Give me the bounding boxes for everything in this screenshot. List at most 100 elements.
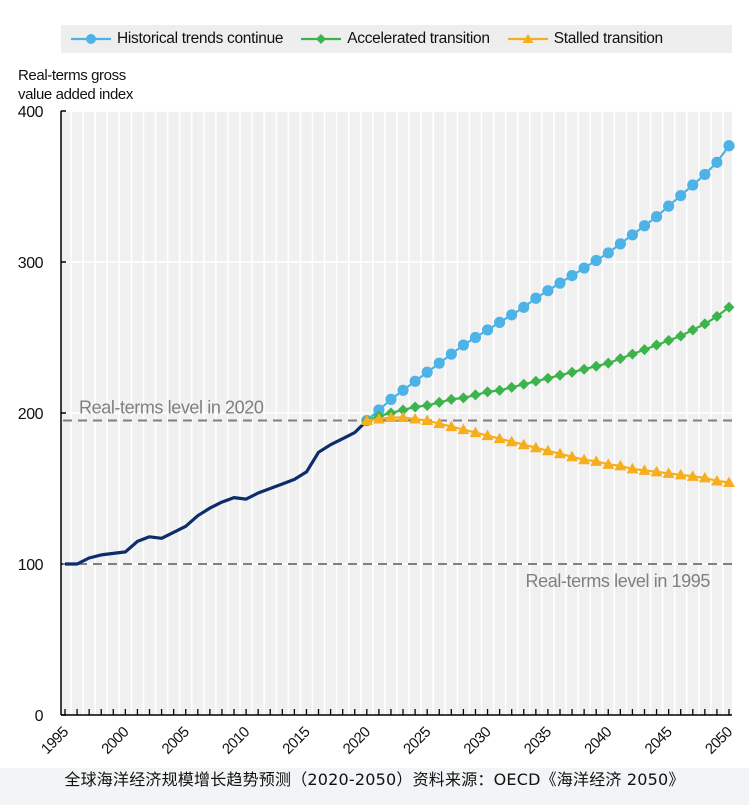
data-point-circle: [687, 179, 699, 191]
data-point-triangle: [481, 429, 494, 441]
data-point-triangle: [566, 450, 579, 462]
data-point-circle: [663, 200, 675, 212]
data-point-triangle: [541, 444, 554, 456]
y-tick-label: 0: [35, 708, 44, 725]
data-point-circle: [385, 393, 397, 406]
data-point-diamond: [518, 378, 530, 390]
data-point-diamond: [421, 399, 433, 411]
data-point-triangle: [590, 455, 603, 466]
x-tick-label: 2015: [279, 724, 313, 758]
reference-line-label: Real-terms level in 1995: [526, 571, 711, 591]
data-point-circle: [445, 348, 457, 360]
data-point-diamond: [482, 386, 494, 398]
data-point-diamond: [542, 372, 554, 384]
x-tick-label: 1995: [38, 724, 72, 758]
data-point-circle: [614, 238, 626, 250]
data-point-triangle: [529, 441, 542, 453]
legend-diamond-marker-icon: [301, 34, 342, 44]
data-point-triangle: [372, 413, 385, 424]
data-point-triangle: [445, 420, 458, 432]
legend-item-accelerated: Accelerated transition: [301, 30, 490, 48]
x-tick-label: 2020: [340, 724, 374, 758]
chart-legend: Historical trends continue Accelerated t…: [61, 25, 732, 53]
reference-line-label: Real-terms level in 2020: [79, 398, 264, 418]
data-point-triangle: [602, 458, 615, 469]
data-point-circle: [566, 269, 578, 282]
data-point-triangle: [384, 411, 397, 423]
data-point-circle: [457, 339, 469, 351]
data-point-triangle: [614, 459, 627, 471]
data-point-circle: [711, 156, 723, 168]
data-point-circle: [494, 316, 506, 328]
data-point-triangle: [421, 414, 434, 426]
data-point-triangle: [493, 432, 506, 444]
y-tick-label: 100: [18, 557, 44, 574]
data-point-circle: [554, 277, 566, 289]
data-point-triangle: [553, 447, 566, 459]
data-point-circle: [590, 254, 602, 267]
x-tick-label: 2010: [219, 724, 253, 758]
data-point-circle: [518, 301, 530, 313]
data-point-circle: [723, 140, 735, 152]
x-tick-label: 2025: [400, 724, 434, 758]
y-tick-label: 300: [18, 255, 44, 272]
legend-triangle-marker-icon: [507, 34, 548, 43]
data-point-diamond: [638, 344, 650, 356]
data-point-triangle: [723, 476, 735, 487]
legend-item-historical-trends: Historical trends continue: [71, 30, 284, 48]
data-point-triangle: [650, 465, 663, 477]
x-tick-label: 2035: [521, 724, 555, 758]
data-point-triangle: [397, 411, 410, 423]
data-point-diamond: [614, 353, 626, 365]
data-point-triangle: [578, 453, 591, 465]
data-point-diamond: [663, 335, 675, 347]
data-point-diamond: [566, 366, 578, 378]
x-tick-label: 2030: [460, 724, 494, 758]
y-axis-title-line-1: Real-terms gross: [18, 67, 126, 84]
data-point-diamond: [723, 301, 735, 313]
data-point-circle: [602, 247, 614, 259]
data-point-circle: [542, 285, 554, 297]
data-point-circle: [699, 168, 711, 181]
data-point-diamond: [626, 348, 638, 360]
data-point-circle: [469, 331, 482, 344]
data-point-triangle: [505, 435, 518, 447]
data-point-circle: [650, 211, 663, 223]
data-point-diamond: [494, 384, 506, 396]
data-point-diamond: [699, 318, 711, 330]
y-axis-title: Real-terms gross value added index: [18, 66, 178, 104]
data-point-triangle: [360, 414, 373, 426]
data-point-triangle: [686, 470, 699, 481]
data-point-circle: [638, 220, 651, 232]
data-point-triangle: [469, 426, 482, 438]
data-point-circle: [397, 384, 409, 396]
data-point-diamond: [457, 392, 469, 404]
x-tick-label: 2000: [98, 724, 132, 758]
data-point-circle: [433, 357, 445, 369]
data-point-diamond: [602, 357, 614, 369]
data-point-diamond: [530, 375, 542, 387]
legend-circle-marker-icon: [71, 34, 111, 44]
data-point-circle: [626, 229, 639, 241]
data-point-circle: [421, 366, 433, 378]
y-tick-label: 400: [18, 104, 44, 121]
data-point-triangle: [662, 467, 675, 478]
data-point-triangle: [698, 471, 711, 483]
data-point-diamond: [687, 324, 699, 336]
legend-label: Historical trends continue: [117, 30, 284, 47]
legend-item-stalled: Stalled transition: [507, 30, 663, 48]
data-point-diamond: [578, 363, 590, 375]
data-point-circle: [675, 189, 687, 202]
data-point-triangle: [433, 417, 446, 429]
data-point-diamond: [675, 330, 687, 342]
data-point-circle: [373, 404, 385, 416]
data-point-triangle: [626, 462, 639, 474]
data-point-circle: [578, 262, 590, 274]
y-tick-label: 200: [18, 406, 44, 423]
data-point-diamond: [397, 404, 409, 416]
data-point-circle: [530, 292, 542, 304]
data-point-triangle: [517, 438, 530, 450]
x-tick-label: 2005: [159, 724, 193, 758]
data-point-diamond: [711, 310, 723, 322]
data-point-triangle: [674, 468, 687, 480]
